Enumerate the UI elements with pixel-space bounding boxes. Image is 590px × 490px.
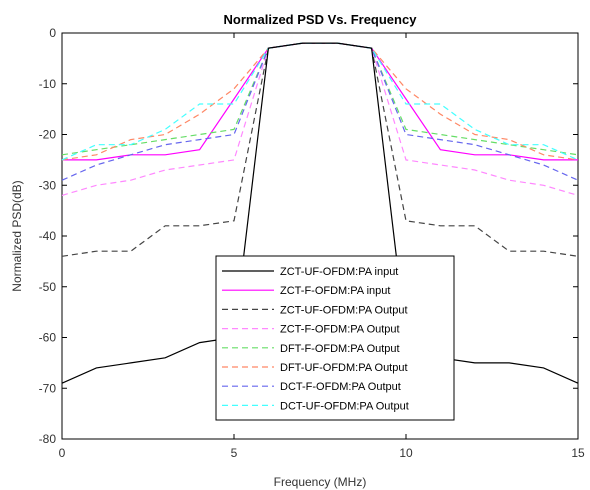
legend: ZCT-UF-OFDM:PA input ZCT-F-OFDM:PA input Z…	[215, 255, 455, 421]
legend-box	[215, 255, 455, 421]
legend-label-1: ZCT-F-OFDM:PA input	[280, 285, 390, 297]
legend-label-0: ZCT-UF-OFDM:PA input	[280, 266, 398, 278]
series-line-2	[61, 42, 579, 257]
y-tick-label: -80	[39, 432, 57, 446]
y-tick-label: -40	[39, 229, 57, 243]
legend-label-6: DCT-F-OFDM:PA Output	[280, 381, 401, 393]
legend-label-2: ZCT-UF-OFDM:PA Output	[280, 304, 408, 316]
series-layer	[61, 42, 579, 384]
x-tick-label: 0	[59, 446, 66, 460]
y-tick-label: -30	[39, 178, 57, 192]
x-tick-label: 10	[399, 446, 413, 460]
y-axis-label: Normalized PSD(dB)	[10, 180, 24, 291]
x-tick-label: 5	[231, 446, 238, 460]
legend-label-7: DCT-UF-OFDM:PA Output	[280, 400, 409, 412]
legend-label-3: ZCT-F-OFDM:PA Output	[280, 324, 400, 336]
chart-title: Normalized PSD Vs. Frequency	[224, 12, 418, 27]
y-tick-label: -10	[39, 77, 57, 91]
series-line-0	[61, 42, 579, 384]
y-tick-label: -60	[39, 331, 57, 345]
legend-label-4: DFT-F-OFDM:PA Output	[280, 343, 400, 355]
y-tick-label: -70	[39, 381, 57, 395]
y-tick-label: -50	[39, 280, 57, 294]
legend-label-5: DFT-UF-OFDM:PA Output	[280, 362, 408, 374]
y-tick-label: -20	[39, 128, 57, 142]
x-axis-label: Frequency (MHz)	[274, 475, 367, 489]
y-tick-label: 0	[49, 26, 56, 40]
axis-ticks: 0 5 10 15 0 -10 -20 -30 -40 -50 -60 -70 -80	[39, 26, 585, 460]
x-tick-label: 15	[571, 446, 585, 460]
